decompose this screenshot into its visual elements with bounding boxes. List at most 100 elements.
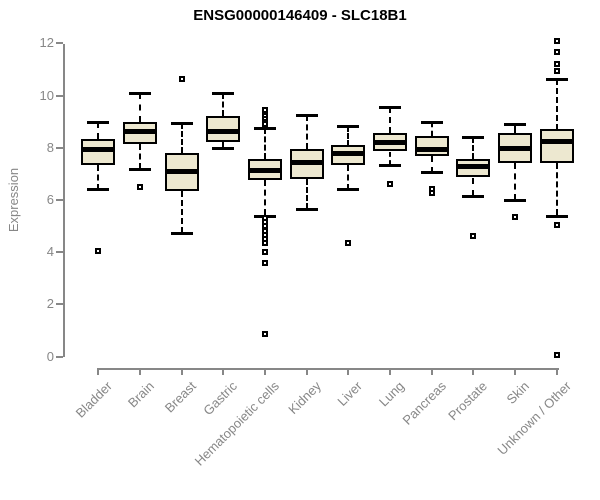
lower-whisker-cap xyxy=(129,168,151,171)
upper-whisker-line xyxy=(556,79,558,130)
outlier-point xyxy=(554,352,560,358)
lower-whisker-cap xyxy=(462,195,484,198)
lower-whisker-line xyxy=(222,142,224,147)
median-line xyxy=(540,139,574,144)
y-axis-tick xyxy=(56,356,63,358)
x-axis-tick xyxy=(97,368,99,375)
y-axis-tick xyxy=(56,251,63,253)
outlier-point xyxy=(262,331,268,337)
upper-whisker-line xyxy=(222,93,224,116)
upper-whisker-cap xyxy=(129,92,151,95)
upper-whisker-line xyxy=(139,93,141,122)
x-axis-tick xyxy=(347,368,349,375)
median-line xyxy=(81,147,115,152)
median-line xyxy=(290,160,324,165)
outlier-point xyxy=(554,38,560,44)
x-axis-tick xyxy=(514,368,516,375)
x-axis-tick xyxy=(139,368,141,375)
median-line xyxy=(373,140,407,145)
upper-whisker-line xyxy=(347,126,349,146)
y-axis-tick xyxy=(56,42,63,44)
chart-title: ENSG00000146409 - SLC18B1 xyxy=(193,7,407,24)
upper-whisker-cap xyxy=(462,136,484,139)
upper-whisker-line xyxy=(431,122,433,136)
upper-whisker-line xyxy=(514,124,516,133)
y-tick-label: 8 xyxy=(46,140,54,155)
x-axis-tick xyxy=(264,368,266,375)
x-axis-tick xyxy=(306,368,308,375)
median-line xyxy=(248,168,282,173)
upper-whisker-line xyxy=(472,137,474,159)
x-axis-tick xyxy=(222,368,224,375)
lower-whisker-cap xyxy=(171,232,193,235)
x-axis-tick xyxy=(181,368,183,375)
lower-whisker-line xyxy=(514,163,516,200)
x-axis-tick xyxy=(556,368,558,375)
y-axis-line xyxy=(63,44,65,357)
upper-whisker-line xyxy=(306,115,308,149)
y-tick-label: 0 xyxy=(46,349,54,364)
y-tick-label: 10 xyxy=(39,88,54,103)
iqr-box xyxy=(540,129,574,163)
lower-whisker-cap xyxy=(296,208,318,211)
outlier-point xyxy=(262,249,268,255)
lower-whisker-line xyxy=(431,156,433,173)
outlier-point xyxy=(387,181,393,187)
upper-whisker-cap xyxy=(254,127,276,130)
outlier-point xyxy=(512,214,518,220)
outlier-point xyxy=(137,184,143,190)
lower-whisker-cap xyxy=(504,199,526,202)
lower-whisker-line xyxy=(472,178,474,196)
iqr-box xyxy=(81,139,115,165)
upper-whisker-cap xyxy=(212,92,234,95)
x-axis-tick xyxy=(389,368,391,375)
upper-whisker-cap xyxy=(546,78,568,81)
upper-whisker-line xyxy=(264,128,266,159)
upper-whisker-cap xyxy=(87,121,109,124)
lower-whisker-line xyxy=(181,191,183,233)
lower-whisker-line xyxy=(306,179,308,209)
outlier-point xyxy=(470,233,476,239)
upper-whisker-cap xyxy=(504,123,526,126)
iqr-box xyxy=(415,136,449,156)
y-tick-label: 12 xyxy=(39,35,54,50)
lower-whisker-line xyxy=(264,180,266,215)
lower-whisker-cap xyxy=(87,188,109,191)
y-axis-tick xyxy=(56,147,63,149)
lower-whisker-line xyxy=(556,163,558,215)
median-line xyxy=(123,129,157,134)
x-axis-line xyxy=(97,368,559,370)
median-line xyxy=(206,129,240,134)
outlier-point xyxy=(554,68,560,74)
outlier-point xyxy=(554,61,560,67)
upper-whisker-cap xyxy=(296,114,318,117)
outlier-point xyxy=(262,240,268,246)
lower-whisker-cap xyxy=(337,188,359,191)
upper-whisker-line xyxy=(389,107,391,133)
outlier-point xyxy=(554,49,560,55)
outlier-point xyxy=(262,260,268,266)
upper-whisker-cap xyxy=(337,125,359,128)
y-axis-tick xyxy=(56,95,63,97)
lower-whisker-line xyxy=(97,165,99,190)
median-line xyxy=(331,151,365,156)
upper-whisker-cap xyxy=(421,121,443,124)
outlier-point xyxy=(179,76,185,82)
lower-whisker-cap xyxy=(379,164,401,167)
outlier-point xyxy=(262,121,268,127)
y-axis-tick xyxy=(56,303,63,305)
lower-whisker-line xyxy=(347,165,349,190)
upper-whisker-cap xyxy=(379,106,401,109)
median-line xyxy=(415,147,449,152)
lower-whisker-cap xyxy=(212,147,234,150)
median-line xyxy=(165,169,199,174)
y-tick-label: 6 xyxy=(46,192,54,207)
outlier-point xyxy=(95,248,101,254)
y-axis-tick xyxy=(56,199,63,201)
x-axis-tick xyxy=(431,368,433,375)
upper-whisker-line xyxy=(181,123,183,153)
outlier-point xyxy=(554,222,560,228)
lower-whisker-line xyxy=(389,152,391,165)
